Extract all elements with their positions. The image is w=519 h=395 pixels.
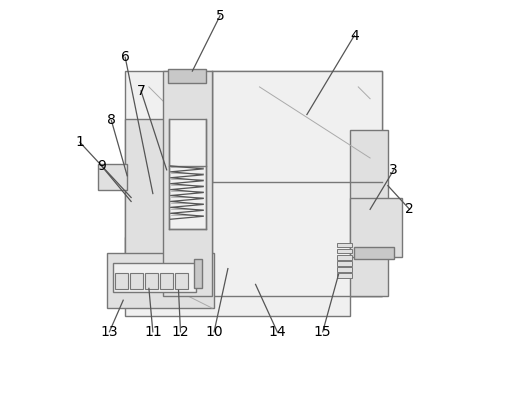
Text: 10: 10 <box>205 325 223 339</box>
Text: 8: 8 <box>107 113 116 128</box>
Bar <box>354 247 394 259</box>
Text: 6: 6 <box>121 50 130 64</box>
Bar <box>175 273 188 289</box>
Bar <box>163 71 212 296</box>
Text: 11: 11 <box>144 325 162 339</box>
Bar <box>212 71 382 296</box>
Bar <box>169 118 206 229</box>
Bar <box>130 273 143 289</box>
Text: 7: 7 <box>136 84 145 98</box>
Bar <box>336 267 351 272</box>
Bar <box>350 198 402 257</box>
Text: 3: 3 <box>389 163 398 177</box>
Bar <box>125 237 350 316</box>
Bar <box>98 164 127 190</box>
Text: 14: 14 <box>268 325 286 339</box>
Text: 13: 13 <box>101 325 118 339</box>
Bar <box>168 69 206 83</box>
Text: 2: 2 <box>405 202 414 216</box>
Text: 9: 9 <box>97 159 106 173</box>
Bar <box>125 118 212 296</box>
Bar <box>336 255 351 260</box>
Bar <box>107 253 214 308</box>
Bar <box>336 273 351 278</box>
Bar <box>194 259 202 288</box>
Bar <box>125 71 382 296</box>
Bar <box>115 273 128 289</box>
Text: 1: 1 <box>75 135 84 149</box>
Bar <box>160 273 173 289</box>
Bar <box>113 263 196 292</box>
Text: 5: 5 <box>215 9 224 23</box>
Bar <box>336 249 351 254</box>
Text: 15: 15 <box>314 325 332 339</box>
Bar <box>145 273 158 289</box>
Bar <box>336 243 351 247</box>
Text: 12: 12 <box>172 325 189 339</box>
Bar <box>350 130 388 296</box>
Bar <box>336 261 351 265</box>
Text: 4: 4 <box>350 28 359 43</box>
